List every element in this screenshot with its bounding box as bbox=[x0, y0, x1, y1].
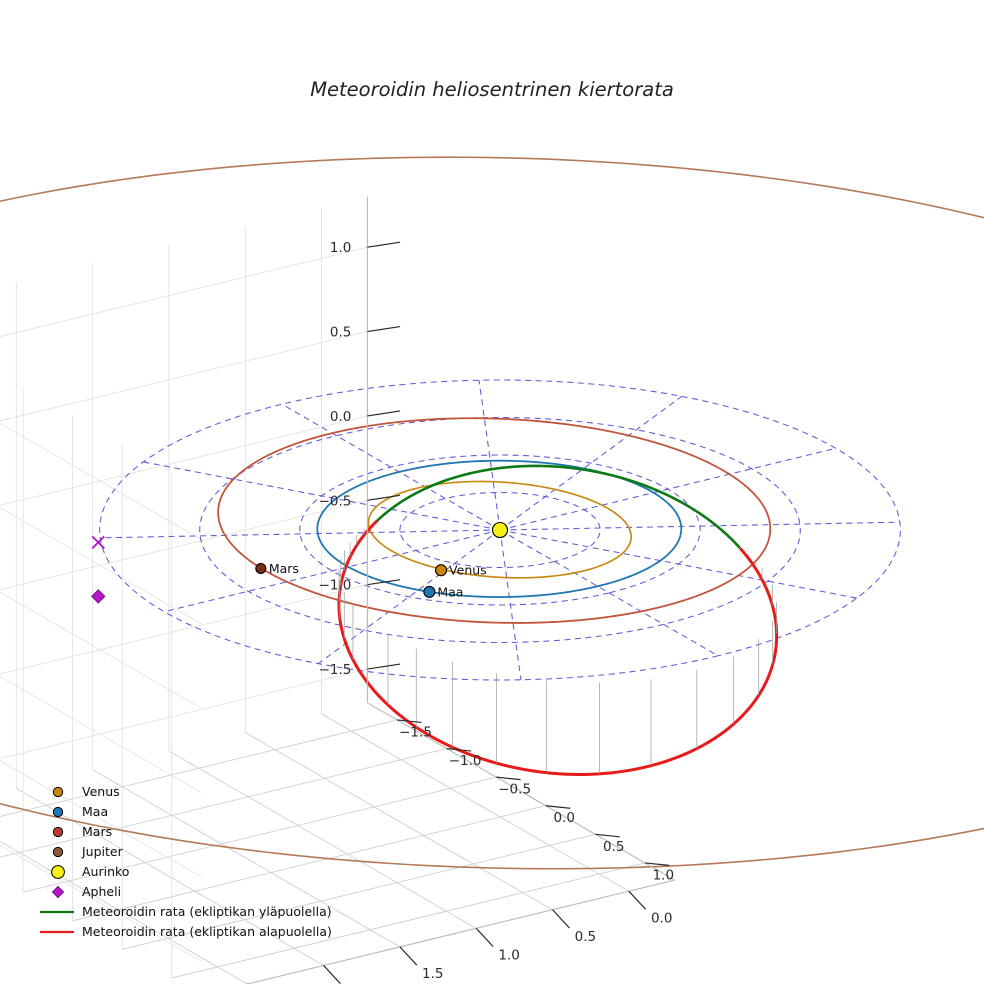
ecliptic-spoke bbox=[164, 529, 501, 613]
y-tick-mark bbox=[628, 890, 647, 910]
x-tick-mark bbox=[446, 747, 472, 752]
x-tick-label: 1.0 bbox=[653, 867, 674, 883]
grid-line-bottom bbox=[22, 776, 497, 893]
grid-line-bottom bbox=[0, 748, 447, 858]
y-tick-label: 0.0 bbox=[651, 910, 672, 926]
ecliptic-spoke bbox=[100, 529, 501, 539]
meteoroid-orbit-above bbox=[376, 473, 466, 522]
x-tick-mark bbox=[496, 776, 521, 781]
z-tick-mark bbox=[367, 325, 401, 333]
z-tick-label: −1.5 bbox=[319, 662, 352, 678]
grid-line-left bbox=[0, 331, 368, 422]
ecliptic-spoke bbox=[499, 521, 900, 531]
x-tick-mark bbox=[644, 862, 670, 867]
y-tick-mark bbox=[323, 965, 341, 984]
z-tick-mark bbox=[367, 494, 401, 501]
orbit-venus bbox=[367, 480, 632, 579]
orbit-jupiter bbox=[0, 156, 984, 870]
grid-line-back bbox=[0, 591, 202, 709]
page-title: Meteoroidin heliosentrinen kiertorata bbox=[310, 78, 674, 101]
x-axis-spine bbox=[367, 702, 675, 881]
meteoroid-orbit-below bbox=[337, 519, 779, 776]
orbits-layer bbox=[0, 156, 984, 870]
grid-line-bottom bbox=[72, 805, 546, 922]
x-tick-mark bbox=[545, 805, 571, 809]
x-tick-label: 0.0 bbox=[553, 810, 574, 826]
y-tick-mark bbox=[399, 946, 418, 966]
z-tick-label: 0.0 bbox=[330, 409, 351, 425]
y-tick-label: 0.5 bbox=[575, 929, 596, 945]
ecliptic-spoke bbox=[478, 380, 501, 531]
marker-venus bbox=[434, 564, 448, 577]
grid-line-left bbox=[0, 584, 368, 675]
z-tick-mark bbox=[367, 410, 401, 417]
label-mars: Mars bbox=[269, 561, 299, 576]
y-tick-mark bbox=[475, 927, 494, 947]
meteoroid-orbit-above bbox=[463, 464, 741, 549]
x-tick-label: −0.5 bbox=[498, 782, 531, 798]
ecliptic-spoke bbox=[499, 529, 522, 680]
z-tick-mark bbox=[367, 241, 401, 248]
grid-line-bottom bbox=[0, 719, 398, 818]
grid-line-left bbox=[0, 415, 368, 506]
grid-line-left bbox=[0, 668, 368, 759]
grid-line-back bbox=[0, 760, 202, 878]
label-maa: Maa bbox=[437, 584, 463, 599]
y-axis-spine bbox=[245, 879, 675, 984]
grid-line-bottom bbox=[321, 713, 630, 892]
grid-line-bottom bbox=[92, 769, 401, 948]
marker-mars bbox=[255, 562, 267, 575]
axes-panes-layer bbox=[0, 207, 646, 984]
y-tick-label: 1.0 bbox=[498, 947, 519, 963]
z-tick-label: −1.0 bbox=[319, 578, 352, 594]
x-tick-mark bbox=[595, 833, 620, 838]
x-tick-label: −1.0 bbox=[449, 753, 482, 769]
ecliptic-spoke bbox=[499, 447, 836, 531]
orbit-maa bbox=[316, 459, 683, 598]
marker-aurinko bbox=[491, 521, 509, 539]
grid-line-left bbox=[0, 246, 368, 337]
grid-line-bottom bbox=[16, 787, 324, 966]
grid-line-bottom bbox=[245, 732, 553, 911]
ecliptic-plane-layer bbox=[99, 379, 901, 681]
orbit-mars bbox=[217, 417, 772, 624]
x-tick-label: 0.5 bbox=[603, 839, 624, 855]
z-tick-label: 0.5 bbox=[330, 325, 351, 341]
y-tick-mark bbox=[552, 909, 570, 929]
axis-ticks-layer: −1.5−1.0−0.50.00.51.00.00.51.01.52.02.51… bbox=[245, 196, 675, 984]
ecliptic-spoke bbox=[499, 529, 857, 599]
grid-line-bottom bbox=[0, 840, 248, 984]
marker-maa bbox=[423, 585, 436, 598]
grid-line-bottom bbox=[168, 750, 477, 929]
label-venus: Venus bbox=[449, 563, 487, 578]
grid-line-back bbox=[0, 507, 202, 625]
meteoroid-stems-layer bbox=[338, 528, 777, 774]
grid-line-back bbox=[0, 675, 202, 794]
x-tick-mark bbox=[397, 719, 422, 724]
marker-apheli bbox=[91, 589, 106, 604]
body-markers-layer: Venus Maa Mars bbox=[91, 521, 509, 604]
grid-line-back bbox=[0, 844, 202, 962]
marker-apheli-projection bbox=[91, 535, 105, 550]
ecliptic-spoke bbox=[143, 461, 501, 531]
z-tick-label: −0.5 bbox=[319, 493, 352, 509]
grid-line-bottom bbox=[122, 833, 596, 950]
z-tick-label: 1.0 bbox=[330, 240, 351, 256]
x-tick-label: −1.5 bbox=[399, 724, 432, 740]
grid-line-bottom bbox=[171, 862, 646, 979]
z-tick-mark bbox=[367, 663, 401, 670]
y-tick-label: 1.5 bbox=[422, 966, 443, 982]
grid-line-back bbox=[0, 422, 202, 540]
grid-line-left bbox=[0, 499, 368, 591]
z-tick-mark bbox=[367, 579, 401, 586]
